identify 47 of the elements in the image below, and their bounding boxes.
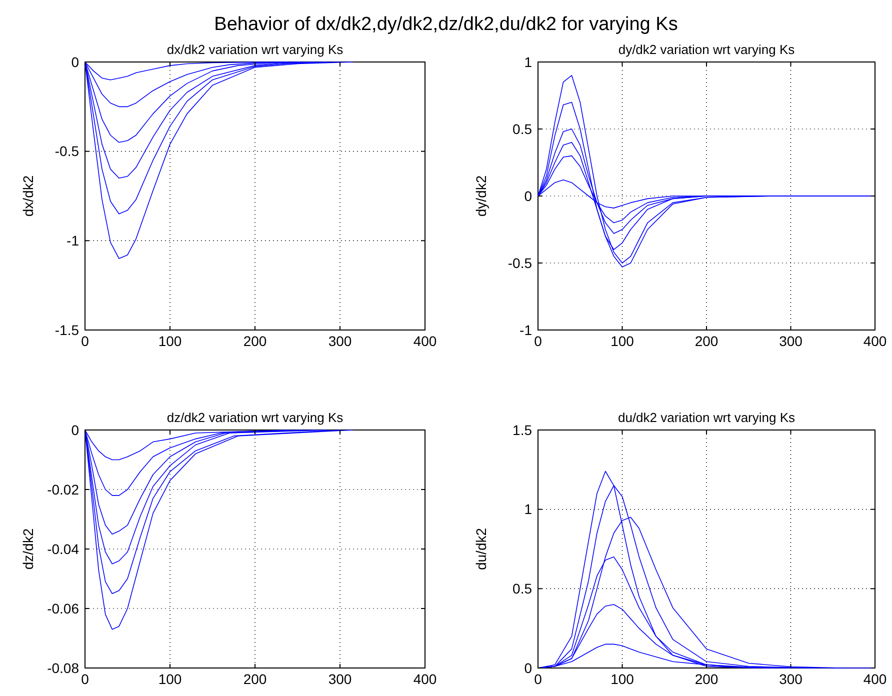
text: Behavior of dx/dk2,dy/dk2,dz/dk2,du/dk2 for varying Ks <box>214 14 678 35</box>
y-tick-label: 0 <box>71 422 80 438</box>
y-tick-label: -0.06 <box>47 600 80 616</box>
y-tick-label: 0.5 <box>512 120 532 137</box>
y-tick-label: 0 <box>71 54 80 70</box>
y-tick-label: -1.5 <box>54 322 80 338</box>
x-tick-label: 0 <box>534 333 542 349</box>
y-axis-title: du/dk2 <box>473 528 489 570</box>
chart-title: dz/dk2 variation wrt varying Ks <box>166 410 344 425</box>
y-tick-label: -0.02 <box>47 481 80 498</box>
x-tick-label: 300 <box>328 671 352 687</box>
x-tick-label: 200 <box>694 333 718 349</box>
y-tick-label: 1 <box>524 501 532 518</box>
y-tick-label: 1.5 <box>512 422 532 438</box>
y-tick-label: 0.5 <box>512 580 532 597</box>
y-tick-label: -1 <box>66 232 80 249</box>
x-tick-label: 100 <box>610 671 634 687</box>
chart-title: dy/dk2 variation wrt varying Ks <box>618 42 796 57</box>
y-tick-label: -0.08 <box>47 660 80 676</box>
x-tick-label: 0 <box>534 671 542 687</box>
y-tick-label: -1 <box>520 322 532 338</box>
x-tick-label: 100 <box>158 333 182 349</box>
y-tick-label: -0.5 <box>508 254 532 271</box>
y-tick-label: 0 <box>524 188 532 204</box>
x-tick-label: 0 <box>81 671 90 687</box>
y-tick-label: 1 <box>524 54 532 70</box>
x-tick-label: 400 <box>413 671 437 687</box>
y-tick-label: -0.04 <box>47 540 80 557</box>
y-tick-label: 0 <box>524 660 532 676</box>
x-tick-label: 300 <box>779 333 803 349</box>
x-tick-label: 300 <box>779 671 803 687</box>
y-axis-title: dy/dk2 <box>473 175 489 217</box>
x-tick-label: 100 <box>158 671 182 687</box>
chart-title: dx/dk2 variation wrt varying Ks <box>166 42 344 57</box>
x-tick-label: 100 <box>610 333 634 349</box>
x-tick-label: 300 <box>328 333 352 349</box>
x-tick-label: 200 <box>243 333 267 349</box>
x-tick-label: 400 <box>863 333 887 349</box>
x-tick-label: 400 <box>863 671 887 687</box>
x-tick-label: 400 <box>413 333 437 349</box>
x-tick-label: 200 <box>694 671 718 687</box>
y-axis-title: dx/dk2 <box>20 175 36 217</box>
y-tick-label: -0.5 <box>54 143 80 160</box>
x-tick-label: 200 <box>243 671 267 687</box>
x-tick-label: 0 <box>81 333 90 349</box>
chart-title: du/dk2 variation wrt varying Ks <box>618 410 796 425</box>
y-axis-title: dz/dk2 <box>20 528 36 570</box>
